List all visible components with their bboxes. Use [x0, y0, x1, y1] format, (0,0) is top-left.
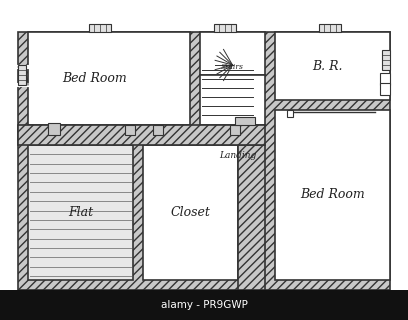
Text: Landing: Landing [219, 150, 256, 159]
Bar [382, 50, 390, 70]
Bar [18, 32, 390, 290]
Bar [214, 24, 236, 32]
Bar [190, 125, 265, 175]
Bar [153, 125, 163, 135]
Bar [0, 290, 408, 320]
Bar [238, 145, 265, 290]
Bar [235, 117, 255, 125]
Bar [143, 145, 238, 280]
Text: Bed Room: Bed Room [300, 188, 365, 202]
Text: alamy - PR9GWP: alamy - PR9GWP [161, 300, 247, 310]
Bar [28, 145, 133, 280]
Bar [275, 110, 390, 280]
Bar [200, 32, 265, 75]
Bar [18, 65, 26, 85]
Bar [380, 73, 390, 85]
Text: Closet: Closet [171, 206, 211, 219]
Bar [28, 32, 190, 125]
Bar [18, 125, 265, 145]
Bar [287, 110, 293, 117]
Text: Flat: Flat [68, 206, 93, 219]
Bar [200, 75, 265, 125]
Bar [275, 32, 390, 100]
Bar [125, 125, 135, 135]
Bar [89, 24, 111, 32]
Text: B. R.: B. R. [312, 60, 342, 73]
Bar [48, 123, 60, 135]
Bar [214, 290, 236, 298]
Bar [380, 83, 390, 95]
Bar [319, 24, 341, 32]
Bar [230, 125, 240, 135]
Bar [319, 290, 341, 298]
Text: Stairs: Stairs [221, 63, 244, 71]
Text: Bed Room: Bed Room [62, 72, 127, 85]
